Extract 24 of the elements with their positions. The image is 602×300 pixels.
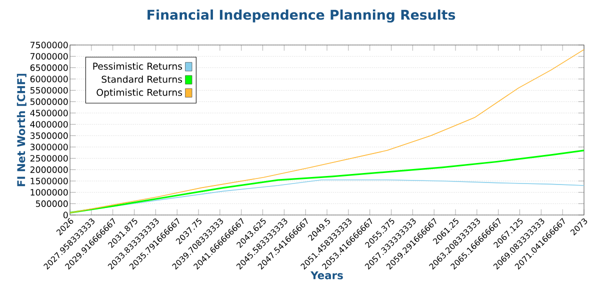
- y-tick-label: 5000000: [30, 98, 68, 105]
- y-tick-label: 1000000: [30, 189, 68, 196]
- y-tick-label: 0: [63, 212, 68, 218]
- y-tick-label: 7000000: [30, 53, 68, 60]
- y-tick-label: 5500000: [30, 87, 68, 94]
- line-series: [70, 150, 584, 214]
- y-tick-label: 7500000: [30, 42, 68, 48]
- y-tick-label: 6000000: [30, 76, 68, 82]
- y-tick-label: 6500000: [30, 64, 68, 71]
- y-tick-label: 3000000: [30, 144, 68, 150]
- y-tick-label: 1500000: [30, 178, 68, 184]
- y-tick-label: 2500000: [30, 155, 68, 162]
- chart-title: Financial Independence Planning Results: [148, 9, 456, 23]
- y-tick-label: 4000000: [30, 121, 68, 128]
- y-tick-label: 3500000: [30, 132, 68, 139]
- legend-label: Pessimistic Returns: [93, 62, 182, 70]
- y-tick-label: 2000000: [30, 166, 68, 173]
- y-tick-label: 4500000: [30, 110, 68, 116]
- legend-label: Optimistic Returns: [96, 88, 182, 98]
- y-axis-title: FI Net Worth [CHF]: [16, 74, 26, 186]
- line-series: [70, 49, 584, 214]
- y-tick-label: 500000: [36, 200, 68, 207]
- x-axis-title: Years: [310, 271, 343, 280]
- legend-label: Standard Returns: [102, 76, 182, 83]
